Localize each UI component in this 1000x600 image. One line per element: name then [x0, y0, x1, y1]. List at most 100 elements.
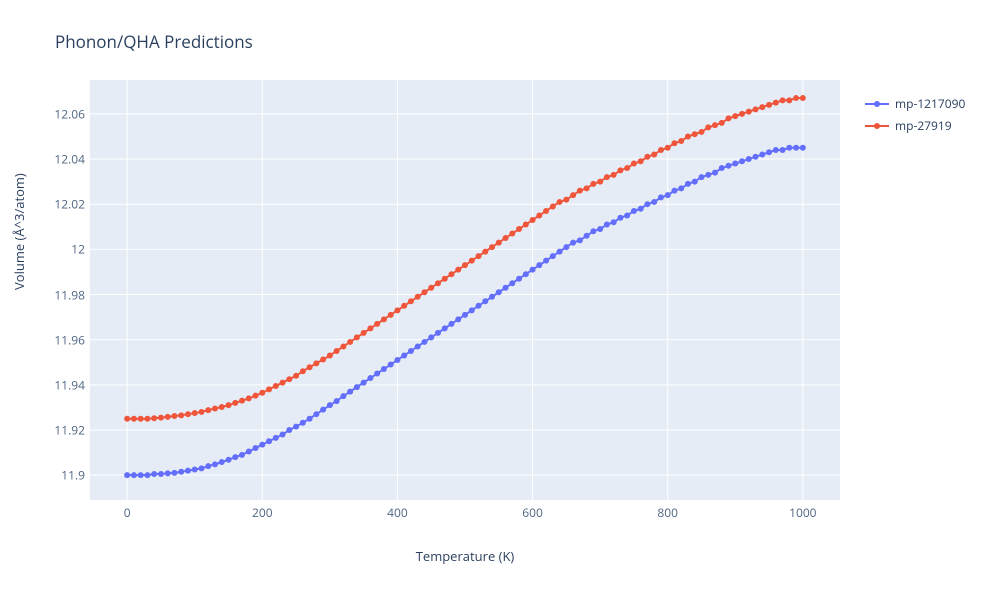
data-point[interactable] — [685, 181, 691, 187]
data-point[interactable] — [374, 321, 380, 327]
data-point[interactable] — [611, 219, 617, 225]
data-point[interactable] — [198, 409, 204, 415]
data-point[interactable] — [246, 448, 252, 454]
data-point[interactable] — [320, 407, 326, 413]
data-point[interactable] — [138, 416, 144, 422]
data-point[interactable] — [415, 294, 421, 300]
data-point[interactable] — [638, 158, 644, 164]
data-point[interactable] — [428, 334, 434, 340]
data-point[interactable] — [780, 147, 786, 153]
data-point[interactable] — [327, 402, 333, 408]
data-point[interactable] — [408, 298, 414, 304]
data-point[interactable] — [462, 312, 468, 318]
data-point[interactable] — [151, 415, 157, 421]
data-point[interactable] — [367, 375, 373, 381]
data-point[interactable] — [550, 253, 556, 259]
data-point[interactable] — [165, 414, 171, 420]
data-point[interactable] — [313, 360, 319, 366]
data-point[interactable] — [347, 339, 353, 345]
data-point[interactable] — [131, 416, 137, 422]
data-point[interactable] — [165, 470, 171, 476]
data-point[interactable] — [381, 366, 387, 372]
data-point[interactable] — [178, 412, 184, 418]
data-point[interactable] — [489, 244, 495, 250]
data-point[interactable] — [253, 445, 259, 451]
data-point[interactable] — [550, 203, 556, 209]
data-point[interactable] — [340, 343, 346, 349]
data-point[interactable] — [226, 457, 232, 463]
data-point[interactable] — [651, 152, 657, 158]
data-point[interactable] — [644, 154, 650, 160]
data-point[interactable] — [138, 472, 144, 478]
data-point[interactable] — [726, 115, 732, 121]
data-point[interactable] — [482, 249, 488, 255]
data-point[interactable] — [584, 233, 590, 239]
data-point[interactable] — [509, 280, 515, 286]
data-point[interactable] — [300, 420, 306, 426]
data-point[interactable] — [178, 469, 184, 475]
data-point[interactable] — [293, 373, 299, 379]
data-point[interactable] — [273, 435, 279, 441]
data-point[interactable] — [205, 463, 211, 469]
data-point[interactable] — [570, 192, 576, 198]
data-point[interactable] — [597, 226, 603, 232]
data-point[interactable] — [503, 285, 509, 291]
data-point[interactable] — [354, 334, 360, 340]
data-point[interactable] — [746, 156, 752, 162]
data-point[interactable] — [401, 303, 407, 309]
data-point[interactable] — [584, 185, 590, 191]
data-point[interactable] — [658, 147, 664, 153]
data-point[interactable] — [746, 109, 752, 115]
data-point[interactable] — [617, 167, 623, 173]
data-point[interactable] — [232, 400, 238, 406]
data-point[interactable] — [732, 161, 738, 167]
data-point[interactable] — [144, 472, 150, 478]
data-point[interactable] — [624, 165, 630, 171]
data-point[interactable] — [239, 398, 245, 404]
data-point[interactable] — [313, 411, 319, 417]
data-point[interactable] — [597, 179, 603, 185]
data-point[interactable] — [307, 364, 313, 370]
data-point[interactable] — [577, 237, 583, 243]
data-point[interactable] — [442, 276, 448, 282]
data-point[interactable] — [327, 352, 333, 358]
data-point[interactable] — [773, 147, 779, 153]
data-point[interactable] — [563, 197, 569, 203]
data-point[interactable] — [367, 325, 373, 331]
data-point[interactable] — [435, 280, 441, 286]
data-point[interactable] — [354, 384, 360, 390]
data-point[interactable] — [347, 389, 353, 395]
data-point[interactable] — [719, 120, 725, 126]
data-point[interactable] — [361, 330, 367, 336]
data-point[interactable] — [698, 129, 704, 135]
data-point[interactable] — [577, 188, 583, 194]
data-point[interactable] — [124, 472, 130, 478]
data-point[interactable] — [570, 240, 576, 246]
data-point[interactable] — [212, 461, 218, 467]
data-point[interactable] — [536, 212, 542, 218]
data-point[interactable] — [401, 352, 407, 358]
data-point[interactable] — [421, 339, 427, 345]
data-point[interactable] — [759, 152, 765, 158]
data-point[interactable] — [192, 467, 198, 473]
data-point[interactable] — [340, 393, 346, 399]
data-point[interactable] — [219, 404, 225, 410]
data-point[interactable] — [253, 393, 259, 399]
data-point[interactable] — [151, 471, 157, 477]
data-point[interactable] — [421, 289, 427, 295]
data-point[interactable] — [543, 208, 549, 214]
data-point[interactable] — [171, 413, 177, 419]
data-point[interactable] — [374, 371, 380, 377]
data-point[interactable] — [665, 145, 671, 151]
data-point[interactable] — [678, 185, 684, 191]
data-point[interactable] — [753, 106, 759, 112]
data-point[interactable] — [590, 228, 596, 234]
data-point[interactable] — [523, 222, 529, 228]
data-point[interactable] — [753, 154, 759, 160]
data-point[interactable] — [638, 206, 644, 212]
data-point[interactable] — [469, 307, 475, 313]
data-point[interactable] — [394, 357, 400, 363]
data-point[interactable] — [671, 140, 677, 146]
data-point[interactable] — [516, 226, 522, 232]
data-point[interactable] — [124, 416, 130, 422]
